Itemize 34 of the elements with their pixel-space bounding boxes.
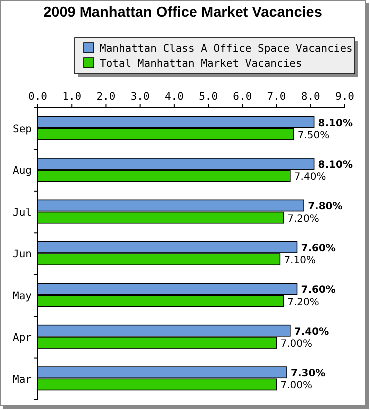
x-tick-label: 5.0 [199, 91, 218, 103]
y-tick-label: Jun [13, 248, 32, 261]
data-label: 7.40% [294, 326, 330, 338]
x-tick-label: 0.0 [28, 91, 48, 103]
x-tick-label: 6.0 [233, 91, 252, 103]
data-label: 8.10% [318, 160, 354, 172]
y-tick-label: Aug [13, 165, 32, 178]
data-label: 7.00% [280, 380, 313, 392]
data-label: 7.30% [291, 368, 326, 380]
x-tick-label: 7.0 [267, 91, 286, 103]
x-tick-label: 1.0 [62, 91, 82, 103]
data-label: 7.50% [298, 130, 330, 142]
x-tick-label: 8.0 [301, 91, 320, 103]
legend-label: Total Manhattan Market Vacancies [100, 58, 302, 70]
y-tick-label: May [13, 290, 32, 302]
data-label: 7.10% [284, 256, 316, 267]
x-tick-label: 4.0 [164, 91, 184, 103]
x-tick-label: 3.0 [130, 91, 150, 103]
data-label: 7.20% [288, 214, 320, 225]
data-label: 7.60% [301, 285, 336, 296]
data-label: 7.00% [280, 338, 313, 350]
y-tick-label: Jul [13, 206, 32, 219]
x-tick-label: 2.0 [96, 91, 116, 103]
data-label: 8.10% [318, 118, 354, 130]
data-label: 7.40% [294, 172, 326, 184]
data-label: 7.80% [308, 202, 343, 213]
y-tick-label: Apr [13, 332, 32, 344]
y-tick-label: Sep [13, 124, 32, 136]
x-tick-label: 9.0 [336, 91, 354, 103]
data-label: 7.60% [301, 243, 336, 254]
legend-label: Manhattan Class A Office Space Vacancies [100, 43, 353, 55]
chart-title: 2009 Manhattan Office Market Vacancies [44, 5, 322, 21]
data-label: 7.20% [288, 297, 320, 308]
y-tick-label: Mar [13, 374, 32, 386]
